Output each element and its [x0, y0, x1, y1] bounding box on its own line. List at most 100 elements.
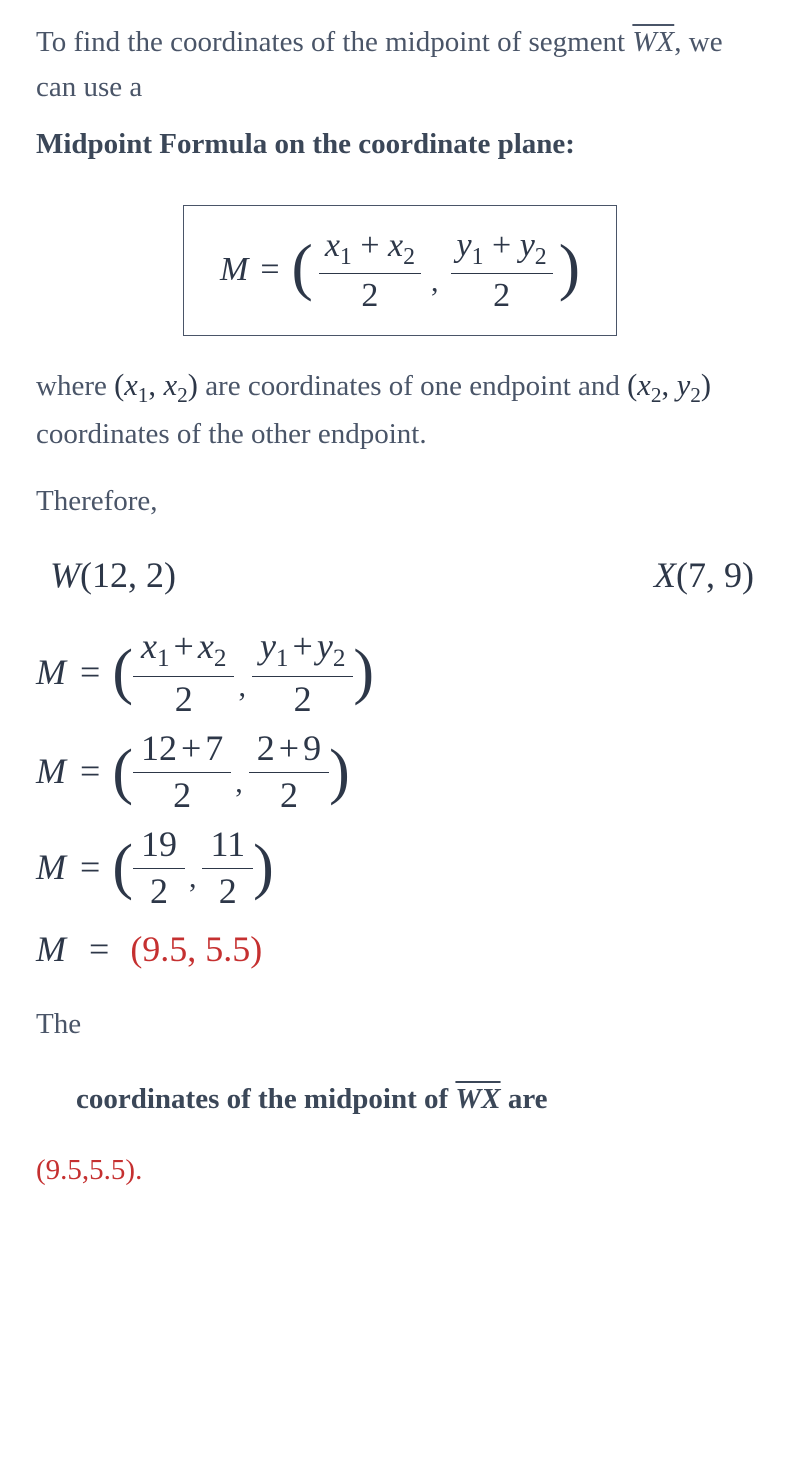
c2-rp: ) [329, 751, 350, 794]
p2-s1: 2 [651, 383, 662, 407]
c2-p2: + [279, 728, 299, 768]
segment-wx: WX [632, 26, 674, 58]
p2-c: , [661, 368, 676, 402]
p1-s1: 1 [138, 383, 149, 407]
x-c: , [706, 555, 724, 595]
c2-a: 12 [141, 728, 177, 768]
points-row: W(12, 2) X(7, 9) [50, 548, 754, 604]
c4-eq: = [89, 929, 109, 969]
c3-b: 11 [202, 824, 253, 868]
calc-line-3: M = ( 19 2 , 11 2 ) [36, 824, 764, 912]
c2-b: 7 [205, 728, 223, 768]
explain-t2: are coordinates of one endpoint and [198, 370, 627, 402]
p2-lp: ( [627, 368, 637, 402]
den-y: 2 [493, 274, 510, 315]
c3-eq: = [80, 840, 100, 896]
formula-frac-x: x1 + x2 2 [319, 226, 421, 315]
x-rp: ) [742, 555, 754, 595]
y2-var: y [520, 227, 535, 264]
c2-f1: 12+7 2 [133, 728, 231, 816]
c1-m: M [36, 645, 66, 701]
formula-lparen: ( [292, 245, 313, 290]
c2-d: 9 [303, 728, 321, 768]
c1-d2: 2 [294, 677, 312, 720]
formula-frac-y: y1 + y2 2 [451, 226, 553, 315]
p2-x: x [637, 368, 651, 402]
c1-y2: y [317, 626, 333, 666]
p1-rp: ) [188, 368, 198, 402]
y2-sub: 2 [535, 244, 547, 270]
formula-heading: Midpoint Formula on the coordinate plane… [36, 122, 764, 167]
x1-var: x [325, 227, 340, 264]
calc-line-1: M = ( x1+x2 2 , y1+y2 2 ) [36, 626, 764, 721]
c2-c: 2 [257, 728, 275, 768]
formula-comma: , [431, 259, 439, 306]
plus-1: + [360, 227, 379, 264]
c1-x1s: 1 [157, 645, 170, 672]
c2-p1: + [181, 728, 201, 768]
c3-rp: ) [253, 846, 274, 889]
p2-rp: ) [701, 368, 711, 402]
c3-m: M [36, 840, 66, 896]
explain-paragraph: where (x1, x2) are coordinates of one en… [36, 362, 764, 457]
point-w: W(12, 2) [50, 548, 176, 604]
c1-x2: x [198, 626, 214, 666]
c1-p1: + [174, 626, 194, 666]
c1-comma: , [238, 664, 246, 711]
calc-line-2: M = ( 12+7 2 , 2+9 2 ) [36, 728, 764, 816]
c2-lp: ( [112, 751, 133, 794]
c1-rp: ) [353, 651, 374, 694]
c3-f2: 11 2 [202, 824, 253, 912]
c1-x2s: 2 [214, 645, 227, 672]
w-x: 12 [92, 555, 128, 595]
w-rp: ) [164, 555, 176, 595]
w-y: 2 [146, 555, 164, 595]
point-x: X(7, 9) [654, 548, 754, 604]
therefore-text: Therefore, [36, 479, 764, 524]
c3-d1: 2 [150, 869, 168, 912]
w-label: W [50, 555, 80, 595]
p2-s2: 2 [690, 383, 701, 407]
formula-rparen: ) [559, 245, 580, 290]
plus-2: + [492, 227, 511, 264]
p1-s2: 2 [177, 383, 188, 407]
y1-sub: 1 [472, 244, 484, 270]
c1-y2s: 2 [333, 645, 346, 672]
c3-f1: 19 2 [133, 824, 185, 912]
calc-block: M = ( x1+x2 2 , y1+y2 2 ) M = ( 12+7 2 ,… [36, 626, 764, 978]
c1-x1: x [141, 626, 157, 666]
y1-var: y [457, 227, 472, 264]
formula-eq: = [260, 244, 279, 297]
final-answer: (9.5,5.5). [36, 1148, 764, 1193]
intro-text-1: To find the coordinates of the midpoint … [36, 26, 632, 58]
x1-sub: 1 [340, 244, 352, 270]
c1-d1: 2 [175, 677, 193, 720]
explain-t3: coordinates of the other endpoint. [36, 418, 427, 450]
c1-lp: ( [112, 651, 133, 694]
calc-line-4: M = (9.5, 5.5) [36, 922, 764, 978]
c2-comma: , [235, 760, 243, 807]
c1-y1s: 1 [276, 645, 289, 672]
conclusion-bold: coordinates of the midpoint of WX are [76, 1077, 764, 1122]
concl-seg: WX [455, 1083, 500, 1115]
intro-paragraph: To find the coordinates of the midpoint … [36, 20, 764, 110]
c1-f2: y1+y2 2 [252, 626, 353, 721]
p1-lp: ( [114, 368, 124, 402]
w-lp: ( [80, 555, 92, 595]
w-c: , [128, 555, 146, 595]
c3-lp: ( [112, 846, 133, 889]
c1-y1: y [260, 626, 276, 666]
c2-eq: = [80, 744, 100, 800]
x2-var: x [388, 227, 403, 264]
c1-eq: = [80, 645, 100, 701]
conclusion-the: The [36, 1002, 764, 1047]
x-y: 9 [724, 555, 742, 595]
concl-a: coordinates of the midpoint of [76, 1083, 455, 1115]
formula-box: M = ( x1 + x2 2 , y1 + y2 2 ) [183, 205, 617, 336]
c4-val: (9.5, 5.5) [130, 929, 262, 969]
p1-c: , [148, 368, 163, 402]
c3-a: 19 [133, 824, 185, 868]
den-x: 2 [361, 274, 378, 315]
c1-p2: + [293, 626, 313, 666]
c2-d1: 2 [173, 773, 191, 816]
